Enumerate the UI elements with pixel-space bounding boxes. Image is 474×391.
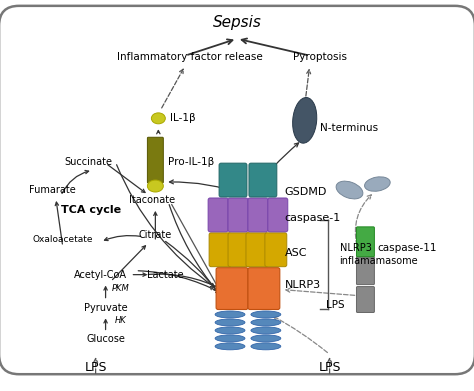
Text: Citrate: Citrate [139, 230, 172, 240]
Text: Lactate: Lactate [147, 270, 183, 280]
Text: Oxaloacetate: Oxaloacetate [33, 235, 93, 244]
Text: LPS: LPS [84, 361, 107, 374]
Text: Succinate: Succinate [64, 157, 113, 167]
Ellipse shape [215, 343, 245, 350]
Text: Fumarate: Fumarate [29, 185, 76, 195]
Ellipse shape [215, 335, 245, 342]
Text: PKM: PKM [112, 284, 129, 293]
FancyBboxPatch shape [208, 198, 228, 232]
Ellipse shape [215, 319, 245, 326]
Ellipse shape [336, 181, 363, 199]
FancyBboxPatch shape [209, 233, 231, 267]
Text: Glucose: Glucose [86, 334, 125, 344]
Ellipse shape [365, 177, 390, 191]
Ellipse shape [292, 97, 317, 143]
FancyBboxPatch shape [147, 137, 164, 183]
Text: Inflammatory factor release: Inflammatory factor release [118, 52, 263, 62]
Text: GSDMD: GSDMD [285, 187, 327, 197]
Ellipse shape [251, 327, 281, 334]
FancyBboxPatch shape [0, 6, 474, 374]
Text: LPS: LPS [326, 300, 345, 310]
Ellipse shape [147, 180, 164, 192]
Ellipse shape [251, 311, 281, 318]
Text: caspase-1: caspase-1 [285, 213, 341, 223]
FancyBboxPatch shape [265, 233, 287, 267]
Text: HK: HK [115, 316, 127, 325]
FancyBboxPatch shape [228, 198, 248, 232]
Text: Pyruvate: Pyruvate [84, 303, 128, 312]
FancyBboxPatch shape [249, 163, 277, 197]
FancyBboxPatch shape [228, 233, 250, 267]
Ellipse shape [251, 343, 281, 350]
Text: TCA cycle: TCA cycle [61, 205, 121, 215]
FancyBboxPatch shape [246, 233, 268, 267]
Text: Pro-IL-1β: Pro-IL-1β [168, 157, 215, 167]
FancyBboxPatch shape [356, 257, 374, 285]
Ellipse shape [251, 335, 281, 342]
Text: LPS: LPS [319, 361, 341, 374]
Text: NLRP3
inflamamasome: NLRP3 inflamamasome [339, 243, 418, 266]
Text: Acetyl-CoA: Acetyl-CoA [74, 270, 127, 280]
Text: Itaconate: Itaconate [129, 195, 175, 205]
Text: NLRP3: NLRP3 [285, 280, 321, 290]
Ellipse shape [215, 327, 245, 334]
FancyBboxPatch shape [248, 198, 268, 232]
Ellipse shape [151, 113, 165, 124]
Text: N-terminus: N-terminus [319, 123, 378, 133]
Text: ASC: ASC [285, 248, 307, 258]
FancyBboxPatch shape [248, 268, 280, 310]
Ellipse shape [251, 319, 281, 326]
Ellipse shape [215, 311, 245, 318]
FancyBboxPatch shape [268, 198, 288, 232]
Text: caspase-11: caspase-11 [377, 243, 437, 253]
FancyBboxPatch shape [216, 268, 248, 310]
FancyBboxPatch shape [356, 287, 374, 312]
Text: Pyroptosis: Pyroptosis [292, 52, 346, 62]
Text: Sepsis: Sepsis [212, 15, 262, 30]
FancyBboxPatch shape [356, 227, 374, 257]
FancyBboxPatch shape [219, 163, 247, 197]
Text: IL-1β: IL-1β [170, 113, 196, 123]
